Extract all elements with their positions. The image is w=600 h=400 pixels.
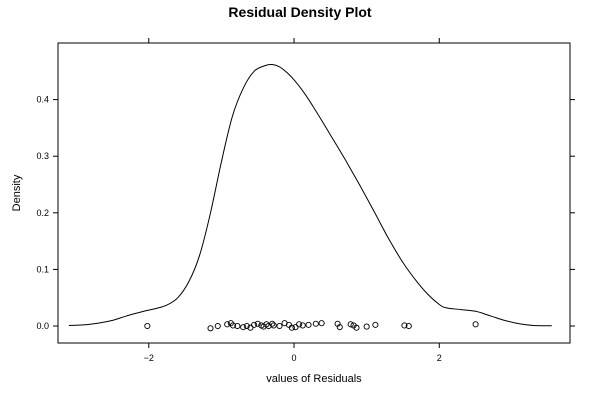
residual-point [229,322,237,329]
x-tick-label: 0 [292,353,297,363]
y-tick-label: 0.1 [36,264,49,274]
axis-tick-labels: −2 0 2 0.0 0.1 0.2 0.3 0.4 [36,95,441,363]
x-tick-label: −2 [144,353,154,363]
residual-point [336,324,343,331]
residual-point [251,321,258,328]
residual-point [243,322,250,330]
y-tick-label: 0.2 [36,208,49,218]
residual-point [254,320,261,327]
residual-point [353,324,360,331]
density-curve [68,63,552,327]
residual-point [312,320,319,327]
residual-point [372,321,379,328]
residual-points [144,320,479,332]
residual-point [318,320,325,327]
y-tick-label: 0.3 [36,151,49,161]
residual-point [224,321,231,328]
residual-point [401,322,408,329]
residual-point [347,321,354,328]
y-tick-label: 0.4 [36,95,49,105]
residual-point [269,320,276,327]
chart-title: Residual Density Plot [228,4,371,20]
residual-point [288,324,295,331]
axis-ticks [53,38,575,348]
plot-frame [57,42,571,344]
residual-point [234,322,241,330]
residual-point [296,321,303,328]
y-axis-label: Density [11,174,23,211]
x-tick-label: 2 [437,353,442,363]
residual-point [292,324,299,331]
residual-point [240,324,247,331]
residual-point [144,322,151,330]
residual-point [472,321,479,328]
residual-point [276,322,283,330]
residual-point [405,322,412,330]
x-axis-label: values of Residuals [266,373,362,385]
residual-point [207,325,214,332]
residual-point [305,321,312,328]
y-tick-label: 0.0 [36,321,49,331]
residual-point [270,322,277,329]
residual-point [214,322,221,330]
residual-point [363,323,370,330]
residual-point [299,322,306,329]
